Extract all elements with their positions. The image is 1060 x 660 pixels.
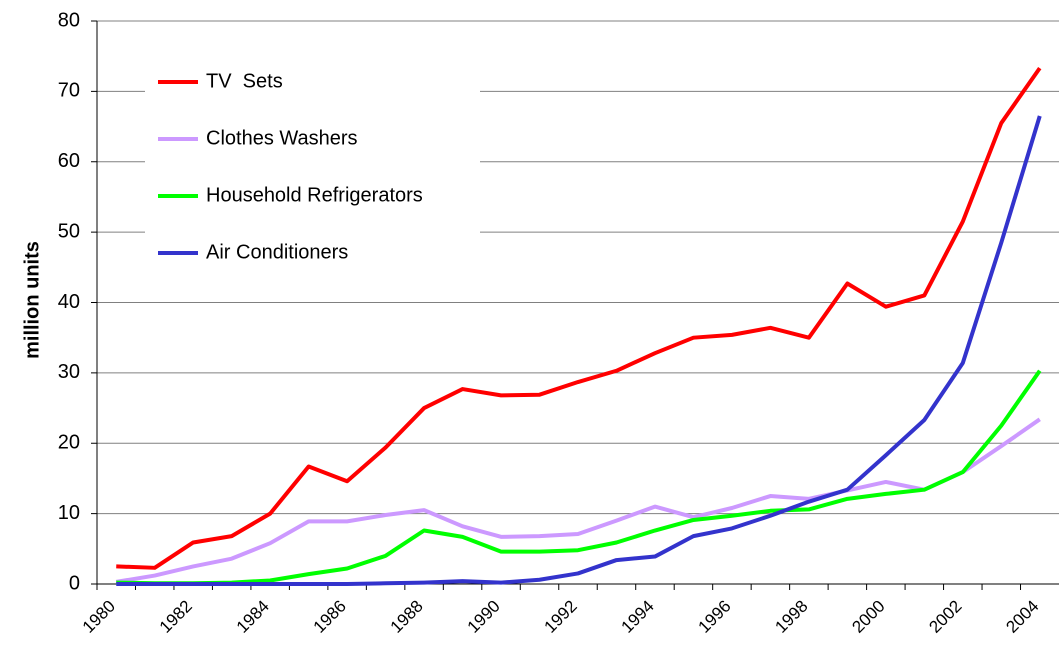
- x-tick-label: 1990: [464, 597, 504, 637]
- y-tick-label: 30: [58, 361, 80, 383]
- y-tick-label: 0: [69, 572, 80, 594]
- y-tick-label: 80: [58, 9, 80, 31]
- x-tick-label: 1984: [233, 597, 273, 637]
- x-tick-label: 1986: [310, 597, 350, 637]
- legend-label: TV Sets: [206, 70, 283, 92]
- x-tick-label: 1998: [771, 597, 811, 637]
- series-line: [116, 115, 1042, 586]
- legend: TV Sets Clothes Washers Household Refriger…: [145, 55, 480, 290]
- x-tick-label: 1988: [387, 597, 427, 637]
- x-tick-label: 1992: [541, 597, 581, 637]
- y-tick-label: 40: [58, 291, 80, 313]
- legend-label: Clothes Washers: [206, 127, 358, 149]
- series-line: [116, 369, 1042, 586]
- y-tick-label: 20: [58, 432, 80, 454]
- x-tick-label: 1996: [694, 597, 734, 637]
- x-tick-label: 2004: [1002, 597, 1042, 637]
- x-tick-label: 1982: [156, 597, 196, 637]
- x-tick-label: 2002: [925, 597, 965, 637]
- x-tick-label: 1994: [618, 597, 658, 637]
- x-tick-label: 2000: [848, 597, 888, 637]
- legend-box: [145, 55, 480, 290]
- y-axis-label: million units: [21, 241, 43, 359]
- y-tick-label: 60: [58, 150, 80, 172]
- y-tick-label: 10: [58, 502, 80, 524]
- series-line: [115, 417, 1041, 584]
- y-tick-label: 50: [58, 220, 80, 242]
- y-tick-label: 70: [58, 80, 80, 102]
- series-line: [116, 67, 1042, 570]
- legend-label: Household Refrigerators: [206, 184, 423, 206]
- x-tick-label: 1980: [79, 597, 119, 637]
- legend-label: Air Conditioners: [206, 241, 348, 263]
